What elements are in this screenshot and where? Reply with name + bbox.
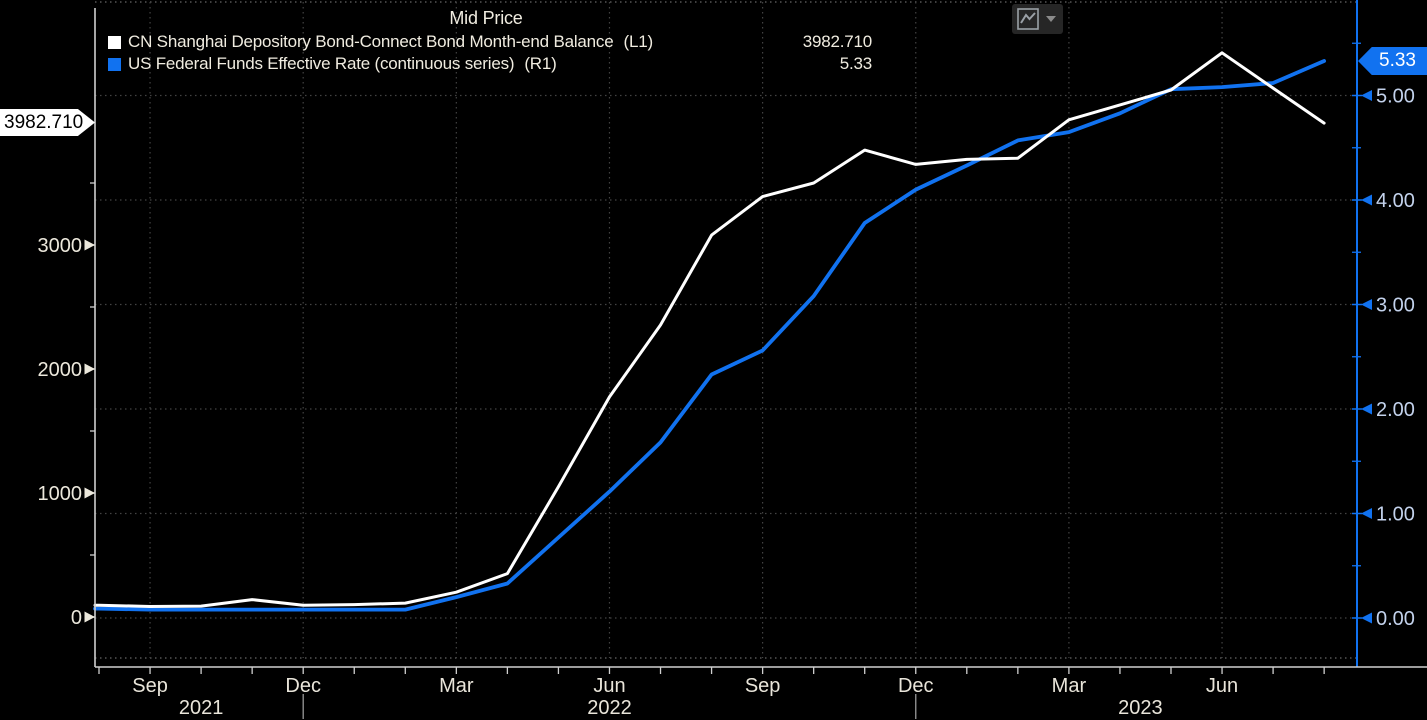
x-axis[interactable]: Sep Dec Mar Jun Sep Dec Mar Jun 2021 2022 2023 [95, 666, 1427, 719]
left-axis-tick-label: 1000 [38, 483, 83, 505]
legend-axis-tag: (R1) [524, 54, 557, 73]
right-axis[interactable]: 0.00 1.00 2.00 3.00 4.00 5.00 [1352, 0, 1415, 667]
x-axis-month-label: Sep [745, 675, 781, 697]
right-axis-tick-arrow [1361, 508, 1372, 519]
chart-title: Mid Price [449, 8, 523, 28]
caret-down-icon [1046, 16, 1056, 22]
legend-panel: Mid Price CN Shanghai Depository Bond-Co… [100, 5, 872, 75]
right-axis-tick-label: 0.00 [1376, 608, 1415, 630]
legend-item-cn-balance[interactable]: CN Shanghai Depository Bond-Connect Bond… [100, 31, 872, 53]
series-swatch-white [108, 35, 121, 49]
x-axis-month-label: Jun [593, 675, 625, 697]
x-axis-month-label: Mar [439, 675, 474, 697]
legend-last-value: 5.33 [839, 54, 872, 73]
right-axis-tick-label: 2.00 [1376, 399, 1415, 421]
left-axis-last-value-tag[interactable]: 3982.710 [0, 109, 95, 136]
x-axis-year-label: 2021 [179, 697, 224, 719]
line-chart-icon [1017, 8, 1039, 30]
left-axis-tick-label: 0 [71, 607, 82, 629]
right-axis-tick-label: 1.00 [1376, 504, 1415, 526]
right-axis-last-value-tag[interactable]: 5.33 [1358, 47, 1427, 75]
series-line-cn-balance[interactable] [93, 51, 1326, 608]
right-axis-tick-label: 3.00 [1376, 295, 1415, 317]
right-axis-tick-arrow [1361, 194, 1372, 206]
legend-label: US Federal Funds Effective Rate (continu… [128, 54, 515, 73]
x-axis-month-label: Mar [1052, 675, 1087, 697]
right-axis-tick-arrow [1361, 612, 1372, 624]
left-axis-tick-label: 2000 [38, 359, 83, 381]
left-axis-tick-arrow [84, 239, 95, 251]
legend-label: CN Shanghai Depository Bond-Connect Bond… [128, 32, 614, 51]
right-axis-tick-arrow [1361, 299, 1372, 310]
x-axis-month-label: Sep [132, 675, 168, 697]
x-axis-month-label: Dec [285, 675, 321, 697]
left-axis-tick-label: 3000 [38, 235, 83, 257]
legend-item-us-ffr[interactable]: US Federal Funds Effective Rate (continu… [100, 53, 872, 75]
left-axis-tick-arrow [84, 611, 95, 623]
right-axis-tick-arrow [1361, 90, 1372, 101]
series-swatch-blue [108, 57, 121, 71]
chart-type-button[interactable] [1012, 4, 1063, 34]
series-line-us-ffr[interactable] [93, 59, 1326, 612]
right-axis-tick-arrow [1361, 403, 1372, 415]
x-axis-month-label: Jun [1206, 675, 1238, 697]
left-axis[interactable]: 0 1000 2000 3000 [38, 8, 96, 667]
gridlines [95, 1, 1357, 659]
left-axis-tick-arrow [84, 487, 95, 499]
legend-axis-tag: (L1) [623, 32, 653, 51]
legend-last-value: 3982.710 [802, 32, 873, 51]
x-axis-month-label: Dec [898, 675, 934, 697]
right-axis-tick-label: 5.00 [1376, 86, 1415, 108]
left-axis-tick-arrow [84, 363, 95, 375]
x-axis-year-label: 2023 [1118, 697, 1163, 719]
x-axis-year-label: 2022 [587, 697, 632, 719]
right-axis-tick-label: 4.00 [1376, 190, 1415, 212]
